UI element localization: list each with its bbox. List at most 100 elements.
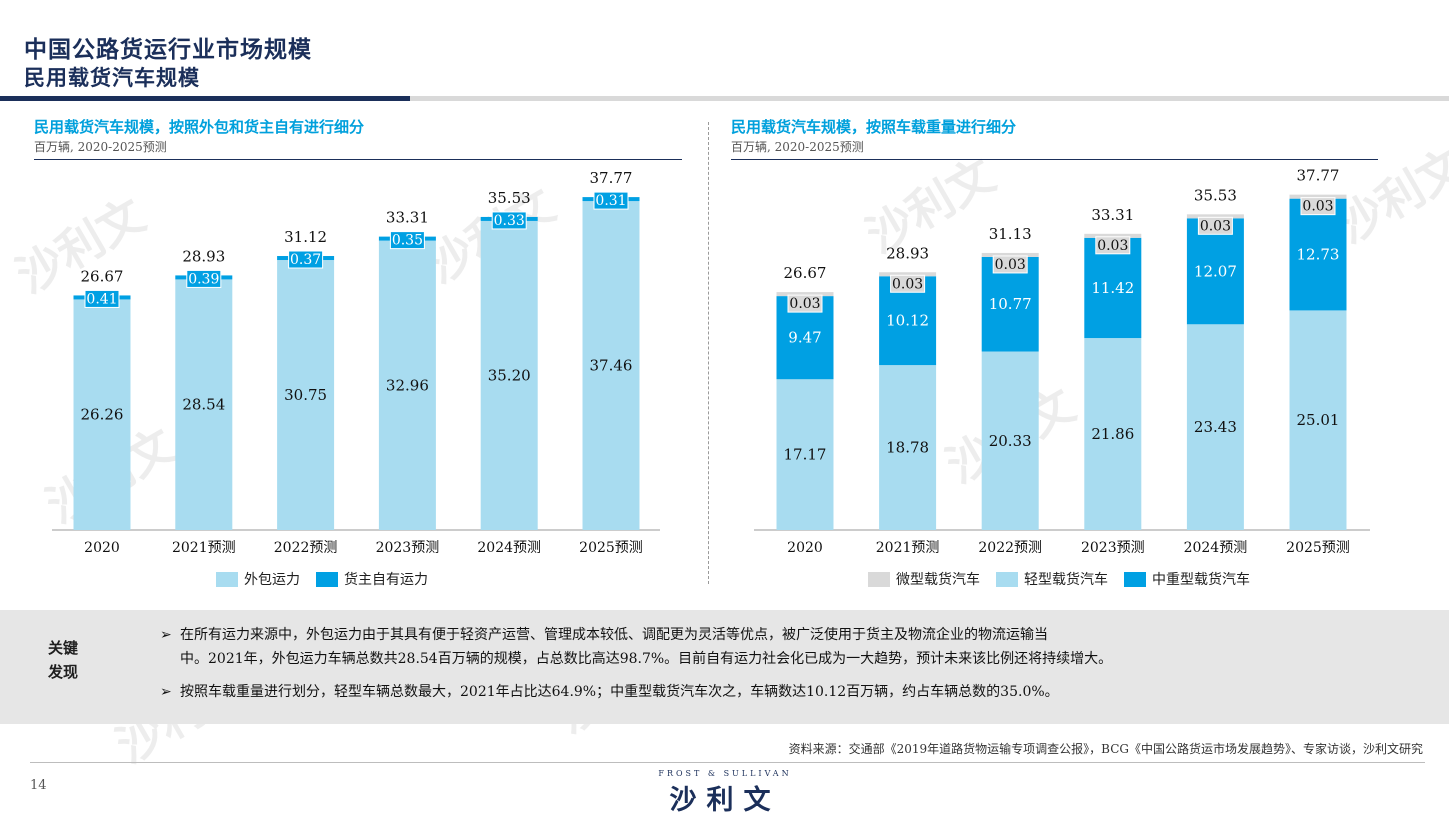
total-label: 33.31 (1091, 206, 1134, 224)
header-rule-light (410, 96, 1449, 101)
total-label: 28.93 (886, 244, 929, 262)
legend-item-heavy: 中重型载货汽车 (1124, 569, 1250, 589)
data-label: 0.31 (595, 193, 626, 209)
bar-segment (277, 260, 335, 530)
left-stacked-bar-chart: 26.26 0.41 26.67 2020 28.54 0.39 28.93 2021预测 30… (52, 169, 660, 556)
finding-text: 中。2021年，外包运力车辆总数共28.54百万辆的规模，占总数比高达98.7%… (180, 651, 1113, 667)
x-tick-label: 2025预测 (1286, 540, 1350, 556)
data-label: 10.12 (886, 312, 929, 330)
right-chart-rule (731, 159, 1378, 160)
bar-segment (1084, 338, 1142, 530)
legend-label: 微型载货汽车 (896, 572, 980, 588)
finding-item-1: ➢ 在所有运力来源中，外包运力由于其具有便于轻资产运营、管理成本较低、调配更为灵活… (160, 623, 1112, 671)
data-label-box (186, 269, 222, 288)
data-label: 35.20 (488, 366, 531, 384)
key-findings-label-line: 发现 (48, 663, 79, 681)
key-findings-label-line: 关键 (48, 639, 79, 657)
right-chart-title: 民用载货汽车规模，按照车载重量进行细分 (731, 118, 1017, 136)
source-note: 资料来源：交通部《2019年道路货物运输专项调查公报》，BCG《中国公路货运市场… (788, 742, 1423, 756)
data-label: 0.03 (995, 257, 1026, 273)
data-label-box (491, 211, 527, 230)
data-label: 26.26 (81, 406, 124, 424)
total-label: 35.53 (1194, 186, 1237, 204)
bar-segment (73, 299, 131, 530)
page-subtitle: 民用载货汽车规模 (24, 66, 200, 90)
x-tick-label: 2022预测 (274, 540, 338, 556)
right-legend: 微型载货汽车 轻型载货汽车 中重型载货汽车 (868, 569, 1266, 589)
data-label: 37.46 (590, 357, 633, 375)
data-label: 11.42 (1091, 279, 1134, 297)
x-tick-label: 2022预测 (978, 540, 1042, 556)
chart-divider (708, 122, 709, 584)
legend-swatch (1124, 571, 1146, 587)
total-label: 37.77 (1297, 167, 1340, 185)
total-label: 35.53 (488, 189, 531, 207)
data-label: 12.73 (1297, 246, 1340, 264)
legend-item-owner: 货主自有运力 (316, 569, 428, 589)
data-label-box (1300, 197, 1336, 216)
data-label: 0.03 (892, 276, 923, 292)
x-tick-label: 2020 (84, 540, 120, 556)
legend-item-mini: 微型载货汽车 (868, 569, 980, 589)
total-label: 26.67 (81, 267, 124, 285)
page-title: 中国公路货运行业市场规模 (24, 37, 312, 63)
bar-segment (582, 201, 640, 530)
x-tick-label: 2023预测 (1081, 540, 1145, 556)
finding-item-2: ➢ 按照车载重量进行划分，轻型车辆总数最大，2021年占比达64.9%；中重型载货… (160, 680, 1059, 704)
left-chart-title: 民用载货汽车规模，按照外包和货主自有进行细分 (34, 118, 365, 136)
data-label: 23.43 (1194, 418, 1237, 436)
data-label-box (389, 231, 425, 250)
legend-item-light: 轻型载货汽车 (996, 569, 1108, 589)
legend-swatch (216, 571, 238, 587)
bar-segment (1186, 214, 1244, 219)
data-label-box (1197, 216, 1233, 235)
finding-text: 按照车载重量进行划分，轻型车辆总数最大，2021年占比达64.9%；中重型载货汽… (180, 684, 1059, 700)
bar-segment (1186, 324, 1244, 530)
right-chart-subtitle: 百万辆, 2020-2025预测 (731, 140, 864, 154)
data-label: 18.78 (886, 439, 929, 457)
left-chart-subtitle: 百万辆, 2020-2025预测 (34, 140, 167, 154)
data-label-box (84, 289, 120, 308)
bar-segment (1186, 218, 1244, 325)
bar-segment (1289, 310, 1347, 530)
header-rule-dark (0, 96, 410, 101)
data-label-box (1095, 236, 1131, 255)
data-label: 21.86 (1091, 425, 1134, 443)
x-tick-label: 2023预测 (376, 540, 440, 556)
page-number: 14 (30, 778, 47, 793)
key-findings-label: 关键 发现 (48, 636, 78, 684)
total-label: 26.67 (784, 264, 827, 282)
data-label: 25.01 (1297, 411, 1340, 429)
logo-chinese: 沙利文 (669, 785, 781, 816)
right-stacked-bar-chart: 17.17 9.47 0.03 26.67 2020 18.78 10.12 0.03 28.9… (754, 167, 1370, 556)
data-label: 0.37 (290, 252, 321, 268)
total-label: 31.12 (284, 228, 327, 246)
bar-segment (175, 279, 233, 530)
legend-swatch (868, 571, 890, 587)
bar-segment (1289, 198, 1347, 311)
bar-segment (879, 365, 937, 530)
data-label: 0.35 (392, 233, 423, 249)
bar-segment (879, 272, 937, 277)
data-label: 17.17 (784, 446, 827, 464)
x-tick-label: 2021预测 (876, 540, 940, 556)
total-label: 37.77 (590, 169, 633, 187)
data-label: 0.03 (789, 296, 820, 312)
data-label: 12.07 (1194, 262, 1237, 280)
data-label: 0.39 (188, 271, 219, 287)
total-label: 28.93 (182, 247, 225, 265)
data-label-box (992, 255, 1028, 274)
bar-segment (981, 351, 1039, 530)
key-findings-panel (0, 610, 1449, 724)
data-label: 30.75 (284, 386, 327, 404)
bar-segment (776, 292, 834, 297)
legend-swatch (996, 571, 1018, 587)
footer-rule (30, 762, 1425, 763)
data-label: 28.54 (182, 396, 225, 414)
data-label: 0.03 (1200, 218, 1231, 234)
data-label-box (593, 191, 629, 210)
legend-label: 货主自有运力 (344, 572, 428, 588)
data-label-box (890, 274, 926, 293)
x-tick-label: 2020 (787, 540, 823, 556)
bar-segment (378, 240, 436, 530)
